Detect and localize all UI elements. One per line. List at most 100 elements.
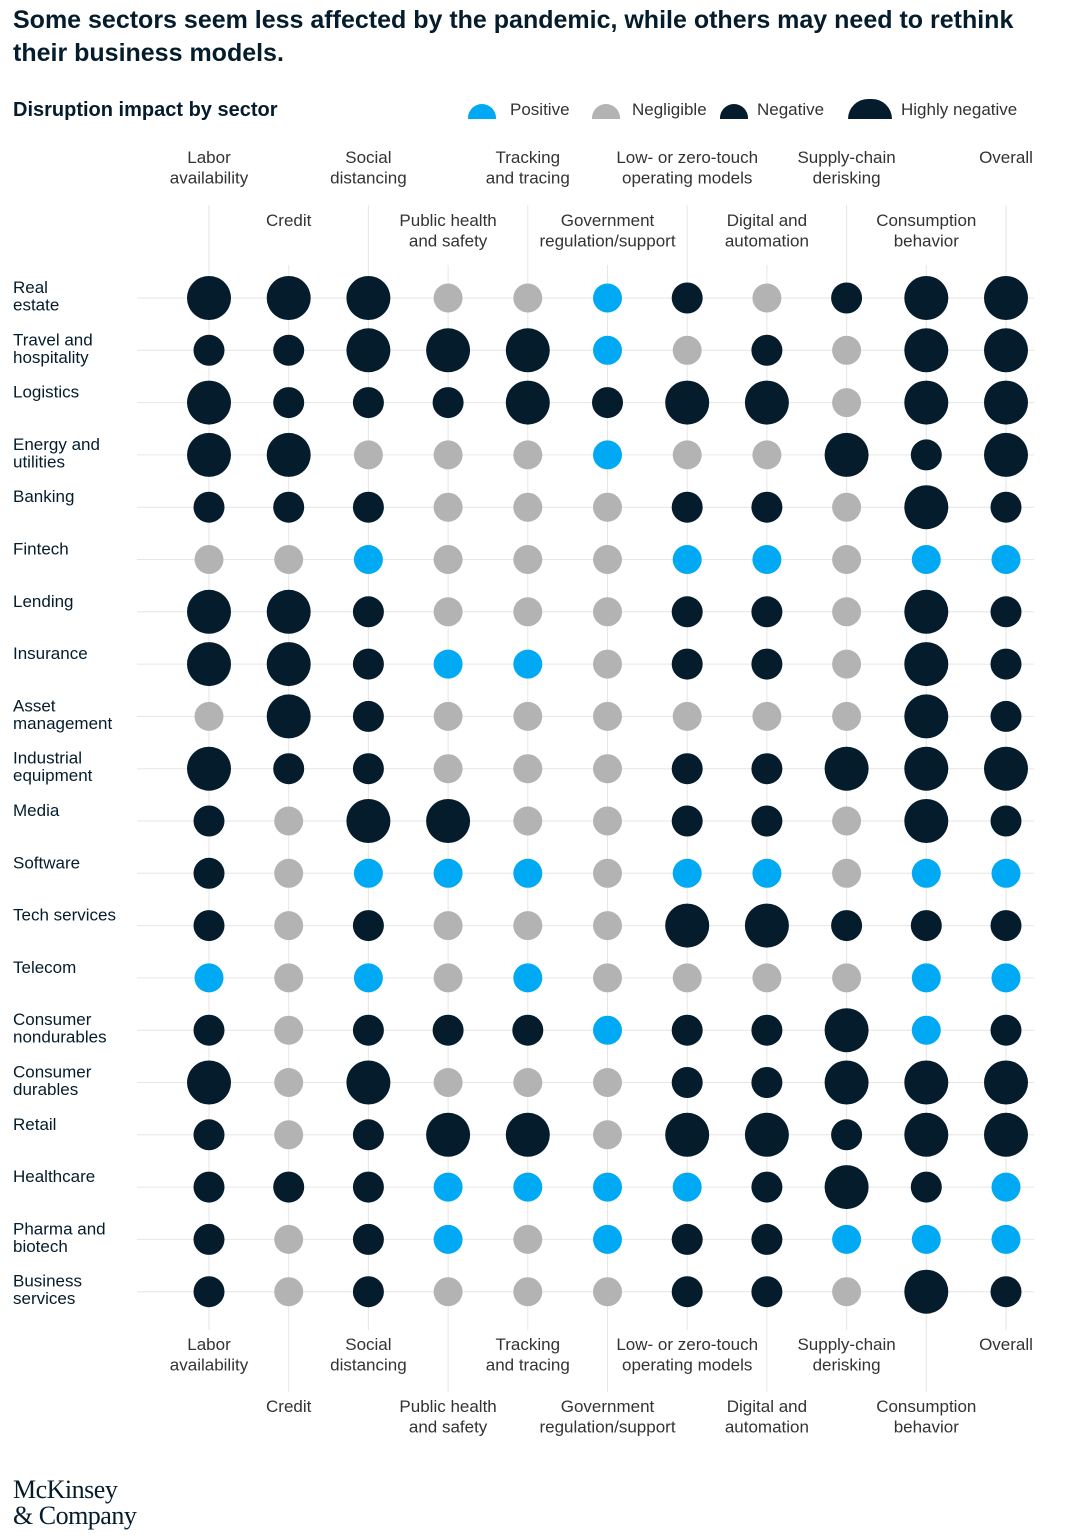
row-label-consumer-durables: Consumer durables [13, 1063, 92, 1100]
bubble-banking-overall-negative [990, 491, 1022, 523]
bubble-asset-management-consumption-behavior-highly-negative [904, 694, 949, 739]
bubble-telecom-labor-availability-positive [194, 963, 224, 993]
bubble-tech-services-government-regulation-support-negligible [593, 911, 622, 941]
bubble-insurance-consumption-behavior-highly-negative [904, 642, 949, 687]
column-label-top-social-distancing: Social distancing [330, 148, 407, 188]
bubble-banking-tracking-and-tracing-negligible [513, 492, 543, 522]
column-labels-bottom: Labor availability Credit Social distancing P… [170, 1335, 1033, 1437]
bubble-fintech-credit-negligible [274, 545, 304, 574]
bubble-consumer-nondurables-social-distancing-negative [352, 1014, 384, 1046]
bubble-fintech-public-health-and-safety-negligible [433, 545, 463, 574]
mckinsey-logo: McKinsey & Company [13, 1477, 137, 1530]
bubble-telecom-tracking-and-tracing-positive [513, 963, 543, 993]
logo-line-2: & Company [13, 1501, 137, 1530]
bubble-pharma-and-biotech-low-or-zero-touch-operating-models-negative [671, 1223, 703, 1255]
bubble-asset-management-social-distancing-negative [352, 700, 384, 732]
bubble-lending-social-distancing-negative [352, 596, 384, 628]
bubble-retail-credit-negligible [274, 1120, 304, 1150]
row-label-insurance: Insurance [13, 644, 88, 663]
bubble-asset-management-public-health-and-safety-negligible [433, 701, 463, 731]
bubble-consumer-nondurables-government-regulation-support-positive [593, 1015, 622, 1045]
bubble-industrial-equipment-low-or-zero-touch-operating-models-negative [671, 753, 703, 785]
bubble-lending-digital-and-automation-negative [751, 596, 783, 628]
bubble-travel-and-hospitality-tracking-and-tracing-highly-negative [505, 328, 550, 373]
bubble-consumer-durables-supply-chain-derisking-highly-negative [824, 1060, 869, 1105]
bubble-travel-and-hospitality-labor-availability-negative [193, 334, 225, 366]
legend-label-positive: Positive [510, 100, 570, 119]
bubble-asset-management-credit-highly-negative [266, 694, 311, 739]
bubble-energy-and-utilities-labor-availability-highly-negative [187, 432, 231, 477]
bubble-travel-and-hospitality-overall-highly-negative [984, 328, 1028, 373]
bubble-fintech-overall-positive [991, 545, 1021, 574]
bubble-media-consumption-behavior-highly-negative [904, 799, 949, 843]
bubble-software-tracking-and-tracing-positive [513, 858, 543, 888]
bubble-fintech-government-regulation-support-negligible [593, 545, 622, 574]
row-label-fintech: Fintech [13, 540, 69, 559]
bubble-banking-social-distancing-negative [352, 491, 384, 523]
bubble-pharma-and-biotech-tracking-and-tracing-negligible [513, 1224, 543, 1254]
bubble-logistics-government-regulation-support-negative [592, 387, 623, 419]
legend-dot-negative [720, 104, 748, 119]
bubble-lending-public-health-and-safety-negligible [433, 597, 463, 627]
bubble-software-overall-positive [991, 858, 1021, 888]
bubble-real-estate-credit-highly-negative [266, 276, 311, 320]
bubble-business-services-social-distancing-negative [352, 1276, 384, 1308]
bubble-real-estate-social-distancing-highly-negative [346, 276, 391, 320]
bubble-business-services-consumption-behavior-highly-negative [904, 1269, 949, 1314]
column-label-bottom-low-or-zero-touch-operating-models: Low- or zero-touch operating models [616, 1335, 758, 1375]
row-labels: Real estate Travel and hospitality Logistics… [13, 278, 116, 1308]
bubble-industrial-equipment-consumption-behavior-highly-negative [904, 746, 949, 791]
bubble-asset-management-labor-availability-negligible [194, 701, 224, 731]
column-label-bottom-digital-and-automation: Digital and automation [725, 1397, 809, 1437]
bubble-industrial-equipment-credit-negative [273, 753, 305, 785]
bubble-banking-credit-negative [273, 491, 305, 523]
bubble-retail-public-health-and-safety-highly-negative [426, 1112, 471, 1157]
bubble-business-services-tracking-and-tracing-negligible [513, 1277, 543, 1307]
bubble-industrial-equipment-social-distancing-negative [352, 753, 384, 785]
bubble-energy-and-utilities-supply-chain-derisking-highly-negative [824, 432, 869, 477]
bubble-energy-and-utilities-consumption-behavior-negative [910, 439, 942, 471]
bubble-software-labor-availability-negative [193, 857, 225, 889]
row-label-banking: Banking [13, 487, 74, 506]
row-label-energy-and-utilities: Energy and utilities [13, 435, 100, 472]
bubble-software-supply-chain-derisking-negligible [832, 858, 862, 888]
bubble-fintech-consumption-behavior-positive [911, 545, 941, 574]
bubble-real-estate-consumption-behavior-highly-negative [904, 276, 949, 320]
bubble-real-estate-supply-chain-derisking-negative [831, 282, 863, 314]
bubble-telecom-digital-and-automation-negligible [752, 963, 782, 993]
row-label-business-services: Business services [13, 1272, 82, 1309]
bubble-tech-services-public-health-and-safety-negligible [433, 911, 463, 941]
bubble-fintech-digital-and-automation-positive [752, 545, 782, 574]
bubble-banking-digital-and-automation-negative [751, 491, 783, 523]
bubble-tech-services-tracking-and-tracing-negligible [513, 911, 543, 941]
bubble-media-tracking-and-tracing-negligible [513, 806, 543, 836]
bubble-consumer-nondurables-overall-negative [990, 1014, 1022, 1046]
legend-dot-negligible [592, 104, 620, 119]
bubble-asset-management-supply-chain-derisking-negligible [832, 701, 862, 731]
bubble-retail-overall-highly-negative [984, 1112, 1028, 1157]
row-label-software: Software [13, 853, 80, 872]
bubble-consumer-durables-public-health-and-safety-negligible [433, 1068, 463, 1097]
bubble-consumer-durables-credit-negligible [274, 1068, 304, 1097]
bubble-real-estate-public-health-and-safety-negligible [433, 283, 463, 313]
bubble-consumer-durables-government-regulation-support-negligible [593, 1068, 622, 1097]
bubble-healthcare-tracking-and-tracing-positive [513, 1172, 543, 1202]
bubble-business-services-low-or-zero-touch-operating-models-negative [671, 1276, 703, 1308]
bubble-retail-government-regulation-support-negligible [593, 1120, 622, 1150]
bubble-media-labor-availability-negative [193, 805, 225, 837]
bubble-pharma-and-biotech-credit-negligible [274, 1224, 304, 1254]
bubble-healthcare-overall-positive [991, 1172, 1021, 1202]
bubble-fintech-low-or-zero-touch-operating-models-positive [672, 545, 702, 574]
column-labels-top: Labor availability Credit Social distancing P… [170, 148, 1033, 251]
row-label-media: Media [13, 801, 60, 820]
bubble-consumer-nondurables-tracking-and-tracing-negative [512, 1014, 544, 1046]
bubble-fintech-supply-chain-derisking-negligible [832, 545, 862, 574]
bubble-travel-and-hospitality-low-or-zero-touch-operating-models-negligible [672, 335, 702, 365]
row-label-retail: Retail [13, 1115, 56, 1134]
bubble-business-services-government-regulation-support-negligible [593, 1277, 622, 1307]
bubble-retail-labor-availability-negative [193, 1119, 225, 1151]
bubble-retail-social-distancing-negative [352, 1119, 384, 1151]
bubble-travel-and-hospitality-supply-chain-derisking-negligible [832, 335, 862, 365]
bubble-logistics-digital-and-automation-highly-negative [744, 380, 789, 425]
